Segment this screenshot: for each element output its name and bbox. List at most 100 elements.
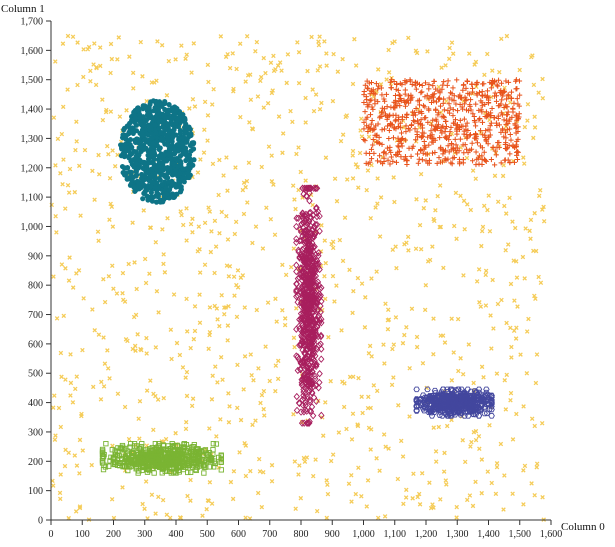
data-point-plus <box>481 81 487 87</box>
x-tick-label: 1,500 <box>509 529 532 540</box>
data-point-x <box>430 502 435 507</box>
data-point-x <box>205 113 211 118</box>
data-point-circle <box>180 112 186 118</box>
data-point-x <box>504 33 510 39</box>
data-point-x <box>271 182 276 187</box>
data-point-x <box>315 68 321 73</box>
data-point-plus <box>468 146 475 152</box>
data-point-x <box>498 441 504 447</box>
data-point-plus <box>398 154 404 160</box>
data-point-circle <box>134 136 140 142</box>
data-point-x <box>352 36 357 42</box>
data-point-x <box>134 286 139 292</box>
data-point-x <box>390 247 396 253</box>
data-point-x <box>508 398 513 403</box>
data-point-x <box>400 454 406 459</box>
data-point-plus <box>447 90 454 96</box>
data-point-x <box>81 47 86 52</box>
data-point-diamond <box>296 341 303 349</box>
data-point-circle <box>136 181 142 187</box>
data-point-diamond <box>310 233 318 241</box>
data-point-x <box>359 134 365 139</box>
data-point-diamond <box>310 184 318 192</box>
data-point-x <box>322 238 328 243</box>
data-point-square <box>186 450 192 456</box>
data-point-plus <box>365 161 371 167</box>
data-point-diamond <box>299 223 307 232</box>
data-point-x <box>438 224 444 230</box>
data-point-plus <box>404 111 410 117</box>
data-point-plus <box>362 138 368 144</box>
data-point-plus <box>361 99 367 106</box>
data-point-circle <box>142 189 148 195</box>
data-point-plus <box>364 101 370 108</box>
data-point-plus <box>498 80 505 86</box>
data-point-diamond <box>300 229 308 238</box>
data-point-x <box>74 119 79 124</box>
data-point-plus <box>388 85 395 91</box>
data-point-x <box>536 193 542 199</box>
data-point-x <box>374 269 379 274</box>
data-point-hexagon <box>421 403 428 410</box>
data-point-x <box>235 268 241 273</box>
data-point-plus <box>504 127 510 133</box>
data-point-plus <box>381 126 388 132</box>
data-point-x <box>479 364 485 370</box>
data-point-x <box>450 51 456 56</box>
data-point-x <box>190 96 196 102</box>
data-point-x <box>153 393 158 399</box>
data-point-diamond <box>307 407 315 416</box>
data-point-x <box>420 360 426 366</box>
data-point-x <box>232 231 238 237</box>
data-point-plus <box>370 142 376 148</box>
data-point-plus <box>482 113 488 120</box>
x-tick-label: 1,400 <box>477 529 500 540</box>
data-point-circle <box>132 115 139 121</box>
data-point-hexagon <box>461 395 469 402</box>
data-point-plus <box>424 151 430 157</box>
data-point-circle <box>186 174 192 181</box>
data-point-diamond <box>298 419 306 427</box>
data-point-plus <box>515 124 521 130</box>
data-point-plus <box>493 120 500 126</box>
data-point-x <box>268 216 274 222</box>
data-point-diamond <box>299 269 306 277</box>
data-point-x <box>421 205 427 211</box>
data-point-diamond <box>298 298 305 307</box>
data-point-circle <box>120 151 126 157</box>
data-point-circle <box>168 156 174 162</box>
data-point-x <box>233 165 238 170</box>
data-point-x <box>255 490 261 496</box>
data-point-x <box>504 372 510 378</box>
data-point-diamond <box>293 292 300 301</box>
data-point-x <box>487 117 492 123</box>
data-point-x <box>291 246 297 251</box>
data-point-x <box>540 494 545 500</box>
data-point-x <box>250 240 255 246</box>
data-point-plus <box>368 121 374 127</box>
data-point-diamond <box>306 209 313 217</box>
data-point-plus <box>390 112 396 118</box>
data-point-x <box>486 193 491 198</box>
data-point-x <box>215 317 220 322</box>
data-point-x <box>147 225 153 230</box>
data-point-x <box>266 144 272 149</box>
y-tick-label: 1,200 <box>21 163 44 174</box>
data-point-plus <box>461 116 467 122</box>
data-point-plus <box>516 111 522 117</box>
data-point-x <box>341 404 347 410</box>
data-point-x <box>292 459 298 464</box>
data-point-square <box>168 452 174 459</box>
data-point-x <box>401 501 406 507</box>
data-point-square <box>151 446 158 453</box>
data-point-x <box>280 262 285 268</box>
data-point-diamond <box>307 274 314 282</box>
data-point-x <box>227 65 233 71</box>
data-point-x <box>217 157 222 163</box>
data-point-x <box>374 456 379 461</box>
data-point-x <box>52 437 58 442</box>
data-point-hexagon <box>413 396 420 402</box>
data-point-x <box>155 39 160 44</box>
data-point-diamond <box>305 224 312 232</box>
data-point-plus <box>439 159 446 165</box>
